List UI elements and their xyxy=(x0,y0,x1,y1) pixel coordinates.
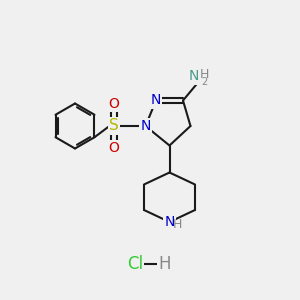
Text: N: N xyxy=(151,94,161,107)
Text: 2: 2 xyxy=(202,77,208,87)
Text: H: H xyxy=(173,218,183,232)
Text: N: N xyxy=(164,215,175,229)
Text: N: N xyxy=(140,119,151,133)
Text: Cl: Cl xyxy=(127,255,143,273)
Text: S: S xyxy=(109,118,119,134)
Text: H: H xyxy=(200,68,209,82)
Text: N: N xyxy=(188,70,199,83)
Text: H: H xyxy=(159,255,171,273)
Text: O: O xyxy=(109,97,119,110)
Text: O: O xyxy=(109,142,119,155)
